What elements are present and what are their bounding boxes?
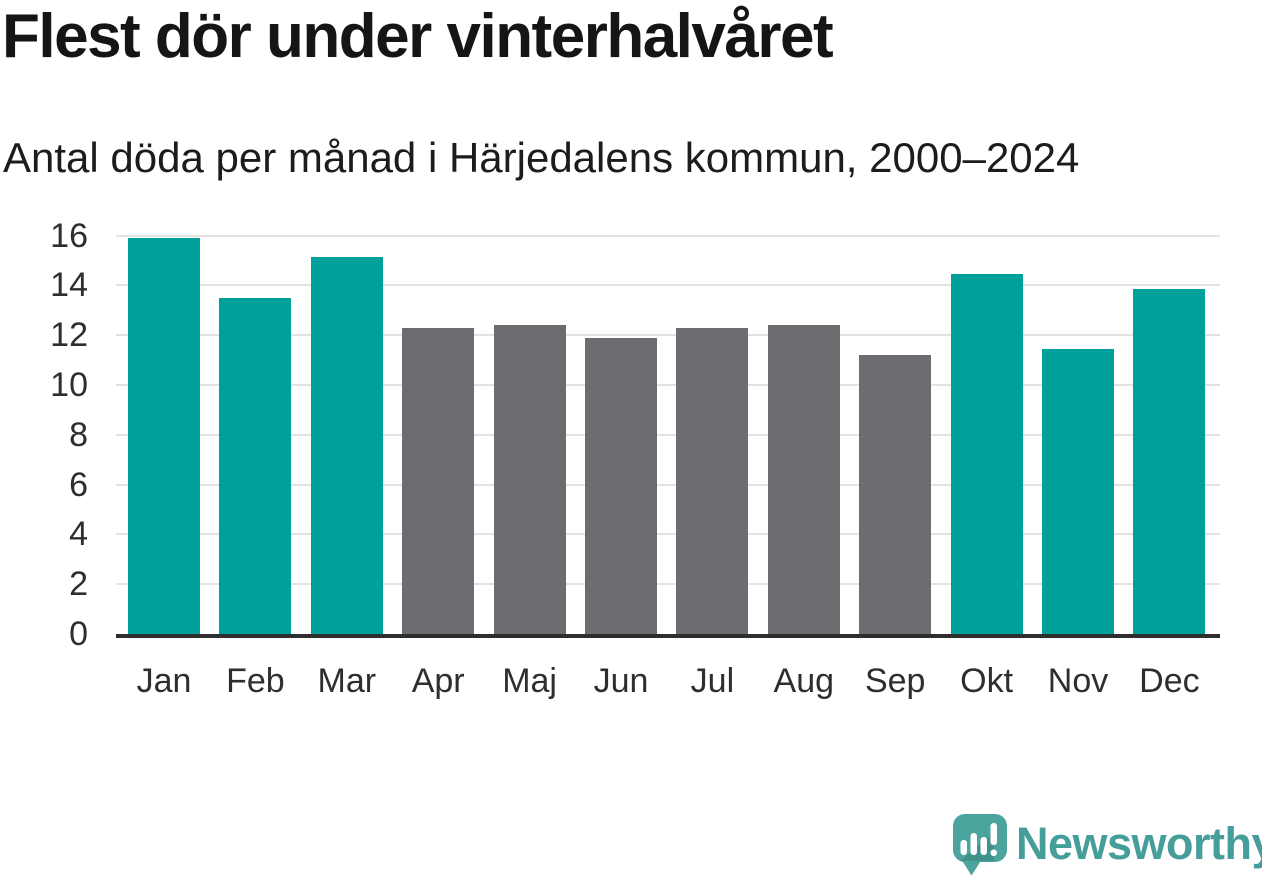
x-tick-label-aug: Aug — [773, 662, 835, 700]
x-tick-label-feb: Feb — [226, 662, 285, 700]
y-tick-label-12: 12 — [50, 316, 88, 355]
x-tick-label-okt: Okt — [960, 662, 1014, 700]
x-tick-label-mar: Mar — [317, 662, 377, 700]
y-tick-label-14: 14 — [50, 266, 88, 305]
x-tick-label-jan: Jan — [136, 662, 192, 700]
gridline-6 — [116, 483, 1220, 486]
bar-dec — [1133, 289, 1206, 634]
y-tick-label-6: 6 — [69, 465, 88, 504]
gridline-16 — [116, 234, 1220, 237]
x-tick-label-apr: Apr — [411, 662, 465, 700]
gridline-2 — [116, 583, 1220, 586]
bar-mar — [310, 256, 383, 634]
bar-feb — [219, 297, 292, 634]
y-tick-label-10: 10 — [50, 366, 88, 404]
x-tick-label-sep: Sep — [864, 662, 926, 700]
x-tick-label-dec: Dec — [1139, 662, 1200, 700]
gridline-10 — [116, 384, 1220, 386]
x-tick-label-jul: Jul — [690, 662, 735, 700]
y-tick-label-16: 16 — [50, 216, 88, 255]
gridline-12 — [116, 334, 1220, 337]
bar-jun — [585, 337, 657, 634]
y-tick-label-0: 0 — [69, 615, 88, 653]
gridline-4 — [116, 533, 1220, 536]
x-tick-label-nov: Nov — [1047, 662, 1109, 700]
gridline-8 — [116, 433, 1220, 436]
y-tick-label-8: 8 — [69, 415, 88, 454]
bar-okt — [950, 274, 1023, 634]
brand-name: Newsworthy — [1016, 818, 1262, 869]
bar-maj — [493, 325, 566, 634]
y-tick-label-2: 2 — [69, 565, 88, 604]
x-tick-label-jun: Jun — [593, 662, 649, 700]
bar-jan — [128, 238, 200, 634]
chart-title: Flest dör under vinterhalvåret — [2, 2, 834, 71]
bar-apr — [402, 327, 475, 634]
bar-jul — [676, 327, 749, 634]
x-tick-label-maj: Maj — [502, 662, 557, 700]
y-tick-label-4: 4 — [69, 515, 88, 554]
chart-subtitle: Antal döda per månad i Härjedalens kommu… — [3, 134, 1080, 181]
x-axis-line — [116, 634, 1220, 638]
bar-nov — [1042, 348, 1114, 634]
bar-sep — [859, 355, 932, 634]
bar-aug — [767, 325, 840, 634]
newsworthy-logo-icon — [953, 814, 1007, 876]
gridline-14 — [116, 284, 1220, 287]
